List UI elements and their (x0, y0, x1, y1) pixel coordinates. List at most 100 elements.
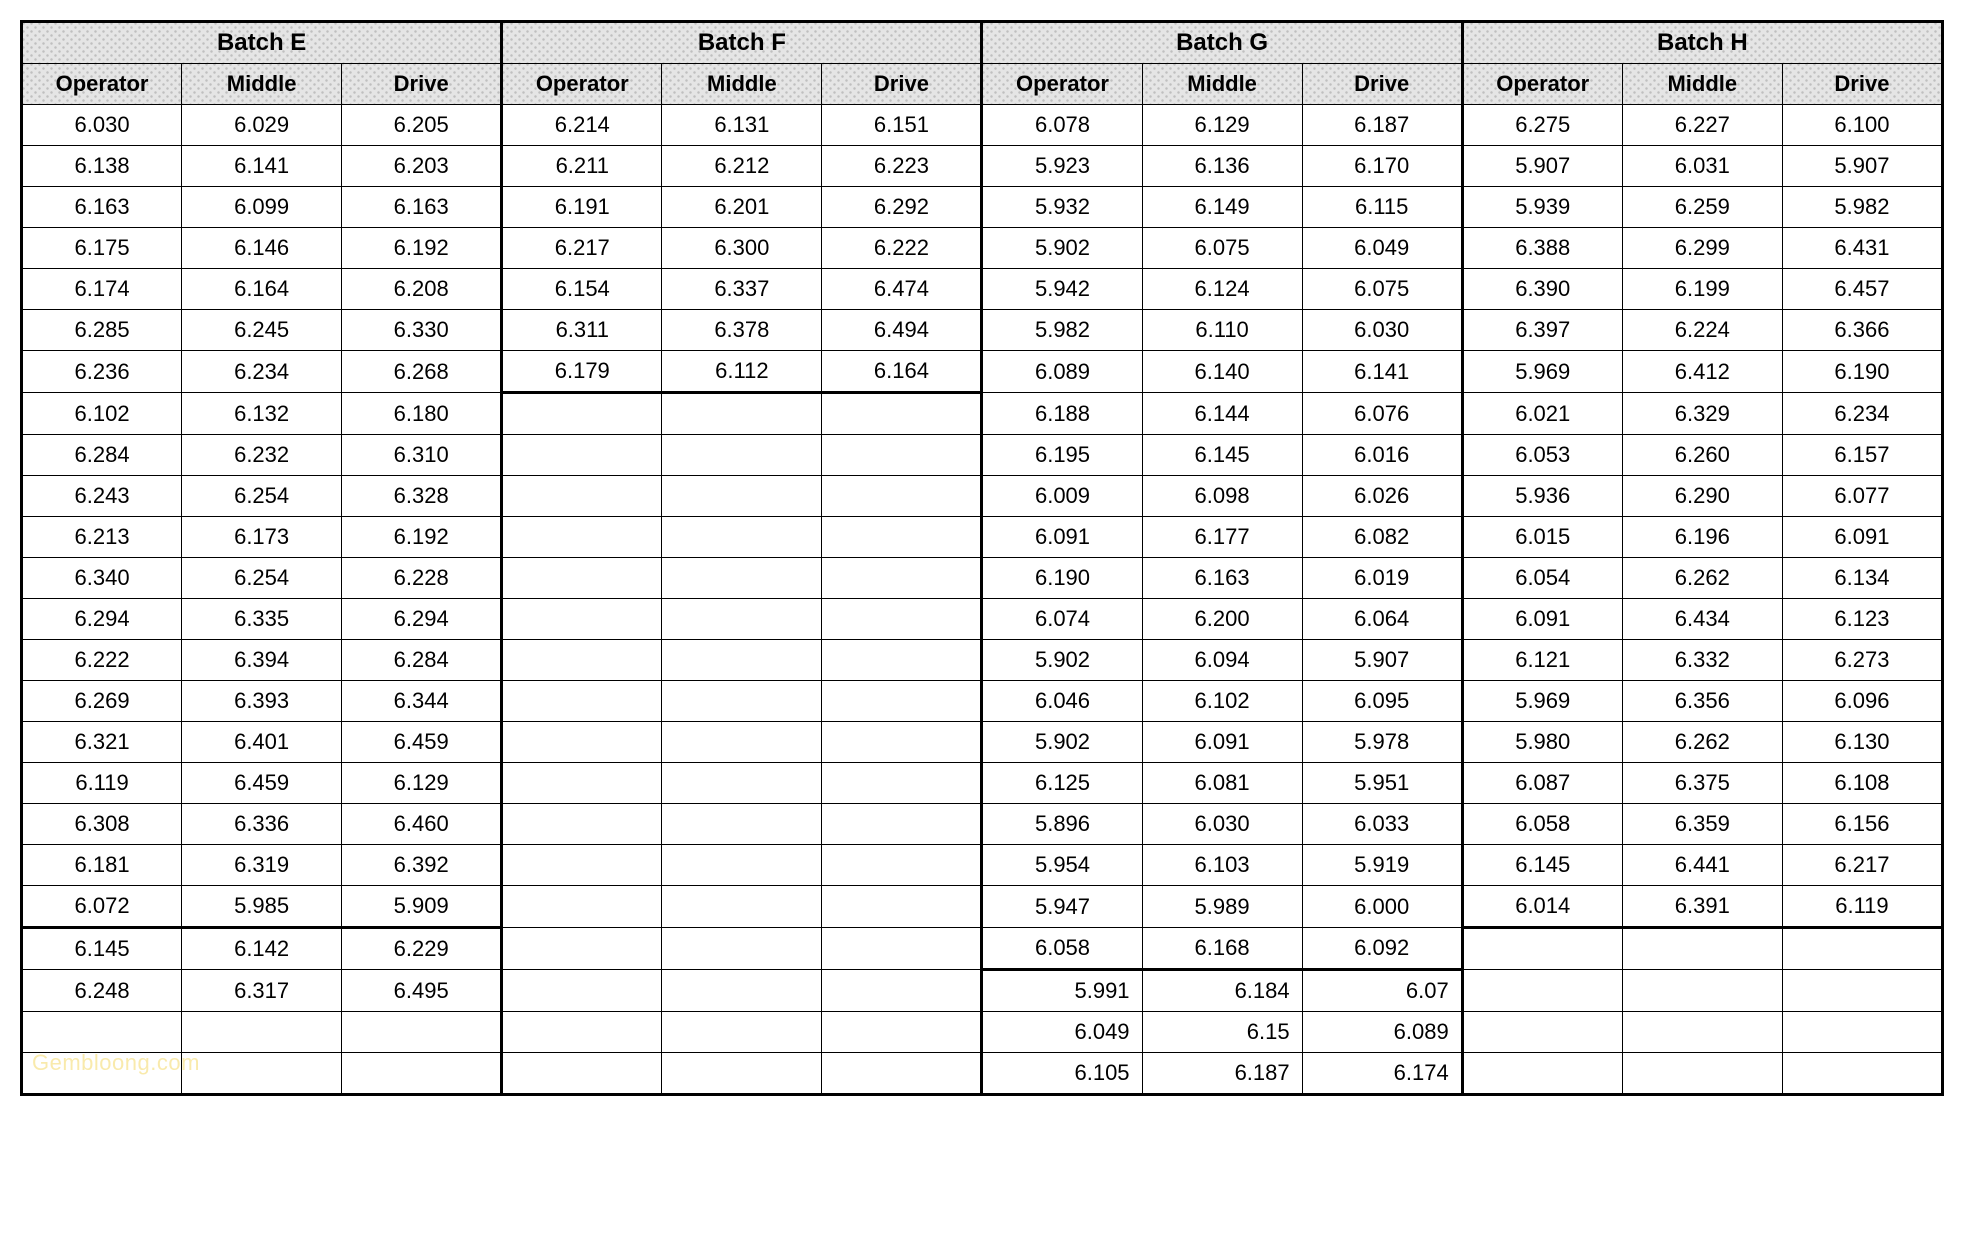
batch-header-row: Batch EBatch FBatch GBatch H (22, 22, 1943, 64)
data-cell: 6.359 (1622, 804, 1782, 845)
data-cell: 5.902 (982, 722, 1142, 763)
data-cell: 6.208 (342, 269, 502, 310)
data-cell: 6.222 (22, 640, 182, 681)
data-cell: 6.168 (1142, 928, 1302, 970)
data-cell: 6.145 (1142, 435, 1302, 476)
data-cell: 6.075 (1302, 269, 1462, 310)
data-cell: 6.340 (22, 558, 182, 599)
data-cell: 6.459 (342, 722, 502, 763)
data-cell: 6.234 (182, 351, 342, 393)
data-cell: 6.190 (982, 558, 1142, 599)
data-cell: 6.124 (1142, 269, 1302, 310)
data-cell: 5.991 (982, 970, 1142, 1012)
data-cell (822, 1012, 982, 1053)
data-cell: 6.170 (1302, 146, 1462, 187)
data-cell: 6.136 (1142, 146, 1302, 187)
data-cell: 6.212 (662, 146, 822, 187)
data-cell: 6.030 (1302, 310, 1462, 351)
table-row: 6.2946.3356.2946.0746.2006.0646.0916.434… (22, 599, 1943, 640)
data-cell (502, 763, 662, 804)
data-cell: 6.394 (182, 640, 342, 681)
data-cell: 5.919 (1302, 845, 1462, 886)
data-cell: 6.434 (1622, 599, 1782, 640)
data-cell (502, 845, 662, 886)
data-cell: 6.129 (1142, 105, 1302, 146)
data-cell (1622, 928, 1782, 970)
data-cell: 6.224 (1622, 310, 1782, 351)
data-cell: 6.375 (1622, 763, 1782, 804)
data-cell: 6.214 (502, 105, 662, 146)
table-row: 6.1026.1326.1806.1886.1446.0766.0216.329… (22, 393, 1943, 435)
data-cell: 6.105 (982, 1053, 1142, 1095)
data-cell: 6.132 (182, 393, 342, 435)
data-cell: 6.173 (182, 517, 342, 558)
data-cell: 6.098 (1142, 476, 1302, 517)
column-header: Middle (182, 64, 342, 105)
data-cell (822, 722, 982, 763)
data-cell: 6.064 (1302, 599, 1462, 640)
data-cell (1462, 1012, 1622, 1053)
data-cell: 5.989 (1142, 886, 1302, 928)
data-cell: 6.156 (1782, 804, 1942, 845)
data-cell: 6.149 (1142, 187, 1302, 228)
data-cell: 6.096 (1782, 681, 1942, 722)
data-cell (662, 476, 822, 517)
data-cell: 6.397 (1462, 310, 1622, 351)
data-cell: 6.229 (342, 928, 502, 970)
data-cell: 6.029 (182, 105, 342, 146)
data-cell: 6.337 (662, 269, 822, 310)
data-cell: 5.982 (1782, 187, 1942, 228)
data-cell: 6.494 (822, 310, 982, 351)
data-cell (1782, 1012, 1942, 1053)
data-cell (342, 1012, 502, 1053)
data-cell: 6.092 (1302, 928, 1462, 970)
data-cell: 6.195 (982, 435, 1142, 476)
column-header: Operator (22, 64, 182, 105)
data-cell: 6.157 (1782, 435, 1942, 476)
data-cell: 6.145 (1462, 845, 1622, 886)
data-cell (502, 640, 662, 681)
data-cell: 6.180 (342, 393, 502, 435)
data-cell (662, 599, 822, 640)
data-cell (822, 517, 982, 558)
table-row: 6.1456.1426.2296.0586.1686.092 (22, 928, 1943, 970)
data-cell: 6.141 (182, 146, 342, 187)
data-cell: 6.245 (182, 310, 342, 351)
column-header: Middle (662, 64, 822, 105)
data-cell: 6.140 (1142, 351, 1302, 393)
column-header: Operator (1462, 64, 1622, 105)
table-row: 6.3086.3366.4605.8966.0306.0336.0586.359… (22, 804, 1943, 845)
data-cell: 6.049 (1302, 228, 1462, 269)
table-row: 6.1756.1466.1926.2176.3006.2225.9026.075… (22, 228, 1943, 269)
data-cell (182, 1053, 342, 1095)
data-cell: 6.344 (342, 681, 502, 722)
data-cell: 6.082 (1302, 517, 1462, 558)
data-cell: 6.190 (1782, 351, 1942, 393)
data-cell: 6.336 (182, 804, 342, 845)
data-cell: 6.15 (1142, 1012, 1302, 1053)
column-header: Drive (342, 64, 502, 105)
data-cell: 6.099 (182, 187, 342, 228)
data-cell (22, 1012, 182, 1053)
data-cell: 6.103 (1142, 845, 1302, 886)
data-cell: 6.474 (822, 269, 982, 310)
column-header: Drive (1302, 64, 1462, 105)
data-cell: 6.294 (22, 599, 182, 640)
data-cell: 6.009 (982, 476, 1142, 517)
data-cell: 6.284 (342, 640, 502, 681)
data-cell: 6.077 (1782, 476, 1942, 517)
data-cell: 6.254 (182, 476, 342, 517)
data-cell: 6.102 (1142, 681, 1302, 722)
data-cell: 6.053 (1462, 435, 1622, 476)
data-cell: 6.163 (22, 187, 182, 228)
data-cell: 5.902 (982, 228, 1142, 269)
data-cell (502, 1012, 662, 1053)
data-cell (822, 435, 982, 476)
data-cell: 6.072 (22, 886, 182, 928)
data-cell (822, 1053, 982, 1095)
data-cell: 5.932 (982, 187, 1142, 228)
data-cell: 6.141 (1302, 351, 1462, 393)
data-cell (1622, 1012, 1782, 1053)
data-cell: 6.174 (22, 269, 182, 310)
table-row: 6.2136.1736.1926.0916.1776.0826.0156.196… (22, 517, 1943, 558)
